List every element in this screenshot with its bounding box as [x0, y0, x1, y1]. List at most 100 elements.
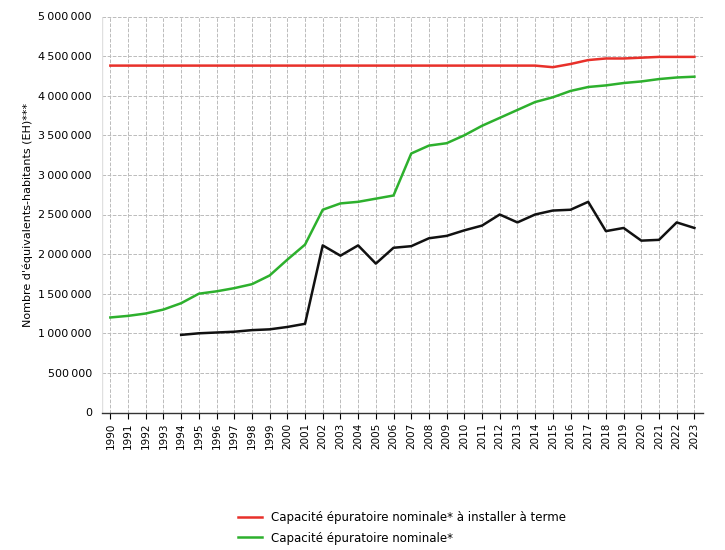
Charge traitée** — [584, 199, 592, 205]
Charge traitée** — [389, 244, 398, 251]
Capacité épuratoire nominale* à installer à terme — [495, 62, 504, 69]
Capacité épuratoire nominale* à installer à terme — [655, 53, 663, 60]
Charge traitée** — [371, 260, 380, 267]
Charge traitée** — [513, 219, 522, 225]
Capacité épuratoire nominale* à installer à terme — [265, 62, 274, 69]
Charge traitée** — [194, 330, 203, 337]
Charge traitée** — [690, 224, 699, 231]
Charge traitée** — [566, 206, 575, 213]
Capacité épuratoire nominale* — [690, 73, 699, 80]
Capacité épuratoire nominale* à installer à terme — [141, 62, 150, 69]
Charge traitée** — [655, 236, 663, 243]
Capacité épuratoire nominale* à installer à terme — [531, 62, 539, 69]
Capacité épuratoire nominale* — [442, 140, 451, 146]
Capacité épuratoire nominale* — [495, 114, 504, 121]
Capacité épuratoire nominale* — [212, 288, 221, 295]
Capacité épuratoire nominale* — [637, 78, 646, 85]
Charge traitée** — [407, 243, 415, 250]
Capacité épuratoire nominale* — [407, 150, 415, 157]
Charge traitée** — [460, 227, 468, 234]
Charge traitée** — [354, 242, 362, 249]
Capacité épuratoire nominale* — [371, 195, 380, 202]
Y-axis label: Nombre d'équivalents-habitants (EH)***: Nombre d'équivalents-habitants (EH)*** — [22, 102, 33, 327]
Capacité épuratoire nominale* à installer à terme — [177, 62, 186, 69]
Capacité épuratoire nominale* — [602, 82, 610, 89]
Capacité épuratoire nominale* — [566, 87, 575, 94]
Capacité épuratoire nominale* à installer à terme — [212, 62, 221, 69]
Charge traitée** — [265, 326, 274, 333]
Capacité épuratoire nominale* à installer à terme — [389, 62, 398, 69]
Charge traitée** — [425, 235, 434, 241]
Capacité épuratoire nominale* — [194, 290, 203, 297]
Charge traitée** — [672, 219, 681, 225]
Charge traitée** — [283, 323, 291, 330]
Capacité épuratoire nominale* à installer à terme — [513, 62, 522, 69]
Capacité épuratoire nominale* à installer à terme — [318, 62, 327, 69]
Line: Capacité épuratoire nominale* à installer à terme: Capacité épuratoire nominale* à installe… — [110, 57, 695, 67]
Charge traitée** — [247, 327, 257, 333]
Capacité épuratoire nominale* — [425, 142, 434, 149]
Capacité épuratoire nominale* à installer à terme — [548, 64, 557, 70]
Capacité épuratoire nominale* — [106, 314, 115, 321]
Capacité épuratoire nominale* — [124, 312, 133, 319]
Capacité épuratoire nominale* à installer à terme — [407, 62, 415, 69]
Charge traitée** — [478, 222, 486, 229]
Capacité épuratoire nominale* — [389, 192, 398, 199]
Capacité épuratoire nominale* — [460, 132, 468, 139]
Capacité épuratoire nominale* à installer à terme — [194, 62, 203, 69]
Charge traitée** — [619, 224, 628, 231]
Capacité épuratoire nominale* — [247, 281, 257, 288]
Capacité épuratoire nominale* — [584, 84, 592, 90]
Capacité épuratoire nominale* — [159, 306, 167, 313]
Charge traitée** — [230, 328, 239, 335]
Capacité épuratoire nominale* — [177, 300, 186, 306]
Charge traitée** — [602, 228, 610, 234]
Capacité épuratoire nominale* à installer à terme — [124, 62, 133, 69]
Charge traitée** — [495, 211, 504, 218]
Charge traitée** — [301, 321, 310, 327]
Capacité épuratoire nominale* à installer à terme — [478, 62, 486, 69]
Charge traitée** — [212, 329, 221, 336]
Capacité épuratoire nominale* — [619, 80, 628, 86]
Capacité épuratoire nominale* à installer à terme — [283, 62, 291, 69]
Line: Capacité épuratoire nominale*: Capacité épuratoire nominale* — [110, 76, 695, 317]
Line: Charge traitée**: Charge traitée** — [181, 202, 695, 335]
Capacité épuratoire nominale* — [354, 199, 362, 205]
Legend: Capacité épuratoire nominale* à installer à terme, Capacité épuratoire nominale*: Capacité épuratoire nominale* à installe… — [233, 505, 572, 550]
Capacité épuratoire nominale* à installer à terme — [425, 62, 434, 69]
Capacité épuratoire nominale* à installer à terme — [566, 60, 575, 67]
Capacité épuratoire nominale* à installer à terme — [690, 53, 699, 60]
Charge traitée** — [637, 238, 646, 244]
Charge traitée** — [177, 332, 186, 338]
Capacité épuratoire nominale* à installer à terme — [619, 55, 628, 62]
Capacité épuratoire nominale* à installer à terme — [637, 54, 646, 61]
Charge traitée** — [318, 242, 327, 249]
Capacité épuratoire nominale* — [141, 310, 150, 317]
Capacité épuratoire nominale* — [548, 94, 557, 101]
Capacité épuratoire nominale* — [531, 99, 539, 106]
Capacité épuratoire nominale* à installer à terme — [602, 55, 610, 62]
Capacité épuratoire nominale* à installer à terme — [354, 62, 362, 69]
Capacité épuratoire nominale* — [672, 74, 681, 81]
Capacité épuratoire nominale* — [283, 256, 291, 263]
Capacité épuratoire nominale* — [265, 272, 274, 279]
Capacité épuratoire nominale* à installer à terme — [106, 62, 115, 69]
Capacité épuratoire nominale* à installer à terme — [672, 53, 681, 60]
Capacité épuratoire nominale* — [318, 206, 327, 213]
Capacité épuratoire nominale* à installer à terme — [460, 62, 468, 69]
Capacité épuratoire nominale* à installer à terme — [371, 62, 380, 69]
Capacité épuratoire nominale* — [655, 76, 663, 82]
Capacité épuratoire nominale* à installer à terme — [336, 62, 345, 69]
Charge traitée** — [442, 233, 451, 239]
Capacité épuratoire nominale* à installer à terme — [230, 62, 239, 69]
Capacité épuratoire nominale* à installer à terme — [301, 62, 310, 69]
Capacité épuratoire nominale* — [301, 241, 310, 248]
Capacité épuratoire nominale* à installer à terme — [247, 62, 257, 69]
Charge traitée** — [531, 211, 539, 218]
Capacité épuratoire nominale* — [230, 285, 239, 292]
Capacité épuratoire nominale* — [336, 200, 345, 207]
Capacité épuratoire nominale* à installer à terme — [442, 62, 451, 69]
Charge traitée** — [336, 252, 345, 259]
Capacité épuratoire nominale* à installer à terme — [159, 62, 167, 69]
Charge traitée** — [548, 207, 557, 214]
